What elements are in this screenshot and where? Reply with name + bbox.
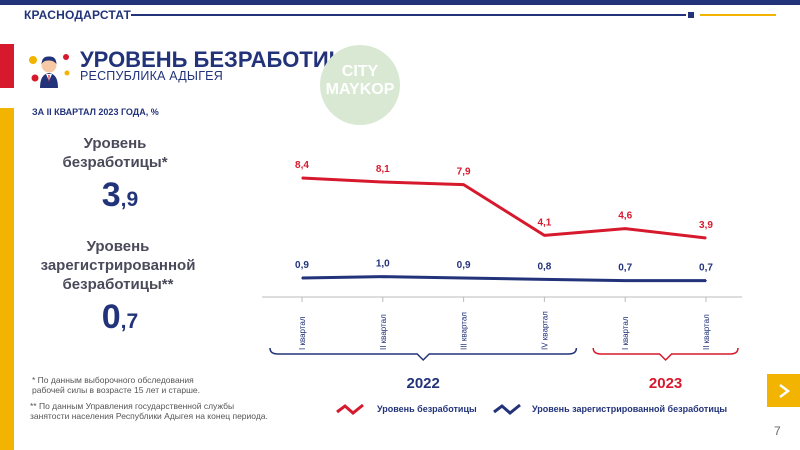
data-point <box>624 227 626 230</box>
x-tick-label: III квартал <box>460 312 469 350</box>
x-tick-label: II квартал <box>702 314 711 350</box>
legend-navy-line-icon <box>493 403 521 415</box>
x-tick-label: IV квартал <box>540 311 549 350</box>
data-point <box>462 183 465 186</box>
year-bracket <box>269 347 578 362</box>
data-point <box>705 279 707 282</box>
series-line <box>301 176 707 240</box>
x-tick-label: I квартал <box>298 316 307 350</box>
person-icon <box>26 48 72 88</box>
data-label: 1,0 <box>376 259 390 270</box>
brand-label: КРАСНОДАРСТАТ <box>24 8 132 22</box>
header-rule <box>131 14 686 16</box>
legend-registered-label: Уровень зарегистрированной безработицы <box>532 404 728 414</box>
period-label: ЗА II КВАРТАЛ 2023 ГОДА, % <box>32 107 159 117</box>
next-slide-button[interactable] <box>767 374 800 407</box>
data-label: 7,9 <box>457 167 471 178</box>
year-bracket <box>592 347 739 362</box>
page-subtitle: РЕСПУБЛИКА АДЫГЕЯ <box>80 69 223 83</box>
legend-unemployment: Уровень безработицы <box>335 402 477 416</box>
legend-registered: Уровень зарегистрированной безработицы <box>492 402 727 416</box>
data-point <box>705 237 707 239</box>
data-point <box>543 234 546 237</box>
series-line <box>301 275 706 283</box>
left-yellow-bar <box>0 108 14 450</box>
footnote-survey: * По данным выборочного обследования раб… <box>32 375 200 395</box>
data-point <box>624 279 626 282</box>
chevron-right-icon <box>778 383 790 398</box>
year-label: 2022 <box>407 375 440 392</box>
data-label: 0,9 <box>457 260 471 271</box>
data-point <box>382 181 384 183</box>
data-label: 3,9 <box>699 220 713 231</box>
header-rule-dot <box>688 12 694 18</box>
data-point <box>382 275 384 278</box>
data-label: 8,4 <box>295 160 309 171</box>
year-label: 2023 <box>649 375 682 392</box>
top-accent-bar <box>0 0 800 5</box>
data-point <box>462 277 465 279</box>
watermark-logo <box>320 45 400 125</box>
page-title: УРОВЕНЬ БЕЗРАБОТИЦЫ <box>80 47 367 72</box>
page-number: 7 <box>774 424 781 438</box>
kpi-unemployment-label: Уровень безработицы* <box>62 135 168 171</box>
kpi-unemployment-value: 3,9 <box>101 176 139 214</box>
data-point <box>301 277 303 279</box>
left-red-bar <box>0 44 14 88</box>
x-tick-label: II квартал <box>379 314 388 350</box>
data-label: 4,6 <box>618 211 632 222</box>
watermark-text: CITY MAYKOP <box>325 63 395 98</box>
header-rule-accent <box>700 14 776 16</box>
data-label: 0,9 <box>295 260 309 271</box>
kpi-registered-value: 0,7 <box>101 298 139 336</box>
x-tick-label: I квартал <box>621 316 630 350</box>
data-label: 4,1 <box>537 217 551 228</box>
data-label: 0,7 <box>699 263 713 274</box>
data-point <box>301 177 303 179</box>
data-label: 0,7 <box>618 263 632 274</box>
legend-red-line-icon <box>336 403 364 415</box>
legend-unemployment-label: Уровень безработицы <box>377 404 477 414</box>
footnote-registered: ** По данным Управления государственной … <box>30 401 268 421</box>
unemployment-chart: I квартал II квартал III квартал IV квартал… <box>262 160 742 392</box>
kpi-registered-label: Уровень зарегистрированной безработицы** <box>40 238 196 293</box>
data-label: 0,8 <box>537 261 551 272</box>
data-point <box>543 278 546 281</box>
data-label: 8,1 <box>376 164 390 175</box>
